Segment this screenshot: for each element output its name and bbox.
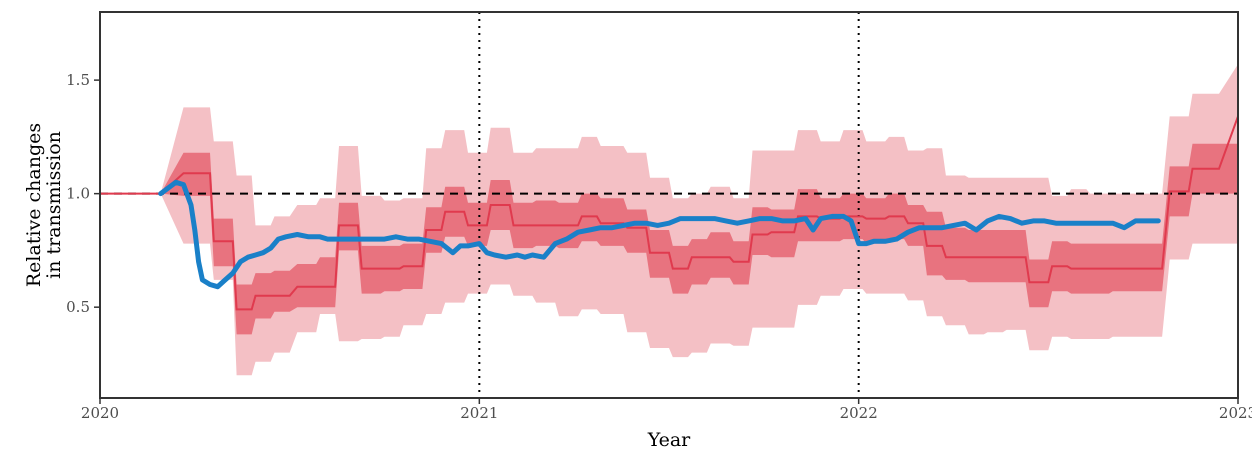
observed-line <box>158 179 1161 290</box>
x-axis-title: Year <box>647 429 691 451</box>
plot-area <box>100 12 1238 398</box>
x-tick-label: 2020 <box>81 404 119 422</box>
y-axis-title-line-2: in transmission <box>43 131 65 279</box>
y-tick-label: 1.5 <box>66 71 90 89</box>
plot-frame <box>99 11 1239 399</box>
outer-interval-band <box>100 64 1238 376</box>
x-tick-label: 2023 <box>1219 404 1252 422</box>
x-tick-label: 2021 <box>460 404 498 422</box>
y-tick-label: 1.0 <box>66 185 90 203</box>
y-tick-label: 0.5 <box>66 298 90 316</box>
inner-interval-band <box>100 143 1238 335</box>
median-line <box>100 116 1238 311</box>
axis-ticks: 2020 2021 2022 2023 0.5 1.0 1.5 <box>66 71 1252 422</box>
y-axis-title-line-1: Relative changes <box>23 123 45 287</box>
x-tick-label: 2022 <box>840 404 878 422</box>
y-axis-title: Relative changes in transmission <box>23 123 65 287</box>
